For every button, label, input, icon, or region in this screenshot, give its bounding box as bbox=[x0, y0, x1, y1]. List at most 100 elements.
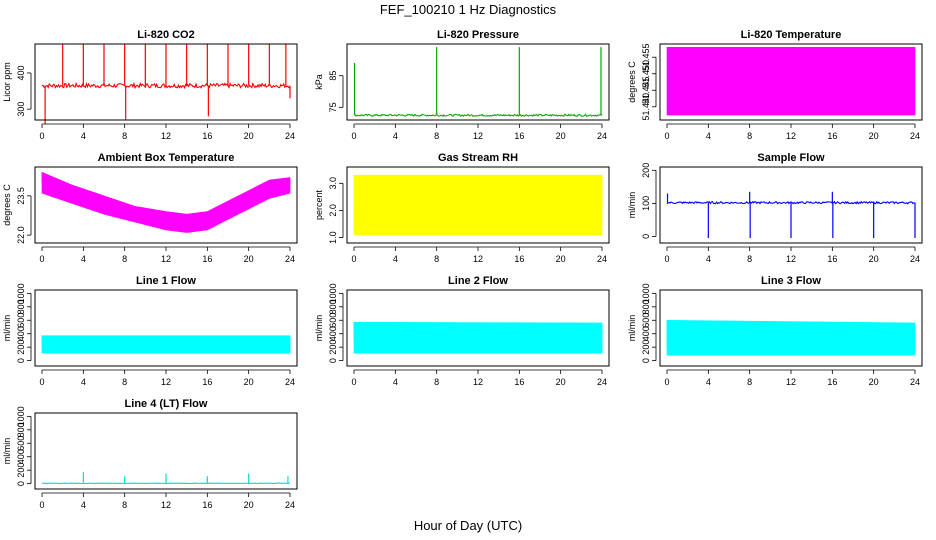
x-tick-label: 24 bbox=[910, 377, 920, 387]
x-tick-label: 16 bbox=[202, 377, 212, 387]
series bbox=[353, 174, 603, 236]
x-tick-label: 4 bbox=[81, 377, 86, 387]
x-tick-label: 0 bbox=[664, 254, 669, 264]
y-axis-label: percent bbox=[314, 189, 324, 220]
x-tick-label: 16 bbox=[514, 377, 524, 387]
x-axis: 0 4 8 12 16 20 24 bbox=[39, 123, 295, 141]
x-tick-label: 24 bbox=[910, 131, 920, 141]
x-axis: 0 4 8 12 16 20 24 bbox=[351, 369, 607, 387]
x-tick-label: 0 bbox=[39, 254, 44, 264]
x-tick-label: 20 bbox=[869, 131, 879, 141]
series bbox=[353, 321, 603, 354]
x-tick-label: 16 bbox=[202, 254, 212, 264]
x-tick-label: 24 bbox=[597, 377, 607, 387]
data-band bbox=[666, 47, 916, 116]
x-tick-label: 8 bbox=[747, 377, 752, 387]
x-tick-label: 16 bbox=[202, 131, 212, 141]
y-axis-label: Licor ppm bbox=[2, 62, 12, 102]
x-axis: 0 4 8 12 16 20 24 bbox=[664, 123, 920, 141]
panel-li820-temp: Li-820 Temperature degrees C 0 4 8 12 16 20 24 51… bbox=[627, 29, 923, 141]
plot-frame bbox=[346, 289, 610, 367]
y-tick-label: 0 bbox=[16, 481, 26, 486]
x-tick-label: 4 bbox=[706, 377, 711, 387]
x-tick-label: 12 bbox=[786, 131, 796, 141]
series bbox=[353, 47, 603, 118]
panel-title: Line 3 Flow bbox=[761, 275, 821, 287]
x-tick-label: 0 bbox=[39, 377, 44, 387]
x-tick-label: 12 bbox=[161, 377, 171, 387]
x-tick-label: 12 bbox=[786, 377, 796, 387]
x-tick-label: 8 bbox=[747, 254, 752, 264]
panel-title: Li-820 Pressure bbox=[437, 29, 519, 41]
panel-line3: Line 3 Flow ml/min 0 4 8 12 16 20 24 0 20040060080… bbox=[627, 275, 923, 387]
x-tick-label: 8 bbox=[122, 254, 127, 264]
y-tick-label: 800 bbox=[641, 299, 651, 314]
x-tick-label: 8 bbox=[122, 377, 127, 387]
data-dropouts bbox=[666, 320, 916, 356]
y-tick-label: 600 bbox=[641, 313, 651, 328]
y-tick-label: 200 bbox=[641, 340, 651, 355]
data-dropouts bbox=[353, 322, 603, 354]
x-tick-label: 16 bbox=[827, 131, 837, 141]
panel-line2: Line 2 Flow ml/min 0 4 8 12 16 20 24 0 20040060080… bbox=[314, 275, 610, 387]
series bbox=[41, 335, 291, 354]
figure-title: FEF_100210 1 Hz Diagnostics bbox=[379, 2, 557, 17]
panel-pressure: Li-820 Pressure kPa 0 4 8 12 16 20 24 75 85 bbox=[314, 29, 610, 141]
y-tick-label: 0 bbox=[16, 358, 26, 363]
x-tick-label: 4 bbox=[81, 500, 86, 510]
y-axis: 300 400 bbox=[16, 65, 32, 117]
y-tick-label: 400 bbox=[641, 326, 651, 341]
y-axis-label: ml/min bbox=[627, 315, 637, 342]
series bbox=[41, 44, 291, 124]
x-tick-label: 4 bbox=[393, 377, 398, 387]
y-tick-label: 200 bbox=[16, 463, 26, 478]
x-tick-label: 20 bbox=[869, 254, 879, 264]
y-tick-label: 3.0 bbox=[328, 177, 338, 190]
plot-frame bbox=[659, 289, 923, 367]
x-tick-label: 16 bbox=[514, 254, 524, 264]
data-dropouts bbox=[41, 335, 291, 354]
y-tick-label: 51.440 bbox=[641, 93, 651, 121]
x-tick-label: 4 bbox=[706, 131, 711, 141]
series bbox=[666, 319, 916, 356]
x-tick-label: 12 bbox=[161, 131, 171, 141]
x-tick-label: 8 bbox=[122, 131, 127, 141]
y-tick-label: 0 bbox=[641, 234, 651, 239]
x-tick-label: 4 bbox=[393, 131, 398, 141]
y-tick-label: 600 bbox=[328, 313, 338, 328]
y-tick-label: 200 bbox=[16, 340, 26, 355]
x-tick-label: 20 bbox=[244, 377, 254, 387]
x-tick-label: 8 bbox=[434, 377, 439, 387]
y-tick-label: 85 bbox=[328, 71, 338, 81]
plot-frame bbox=[659, 43, 923, 121]
x-tick-label: 8 bbox=[122, 500, 127, 510]
x-axis: 0 4 8 12 16 20 24 bbox=[39, 246, 295, 264]
panel-title: Li-820 CO2 bbox=[137, 29, 194, 41]
y-tick-label: 1000 bbox=[16, 283, 26, 303]
y-tick-label: 1000 bbox=[328, 283, 338, 303]
plot-frame bbox=[346, 166, 610, 244]
panel-title: Gas Stream RH bbox=[438, 152, 518, 164]
panel-title: Ambient Box Temperature bbox=[98, 152, 235, 164]
y-axis: 22.0 23.5 bbox=[16, 187, 32, 244]
x-tick-label: 24 bbox=[285, 377, 295, 387]
series bbox=[666, 191, 916, 239]
data-band bbox=[41, 171, 291, 233]
y-axis: 0 100 200 bbox=[641, 163, 657, 239]
x-tick-label: 8 bbox=[434, 254, 439, 264]
x-axis: 0 4 8 12 16 20 24 bbox=[664, 369, 920, 387]
y-tick-label: 22.0 bbox=[16, 226, 26, 244]
y-tick-label: 1.0 bbox=[328, 231, 338, 244]
panel-title: Li-820 Temperature bbox=[741, 29, 842, 41]
x-axis: 0 4 8 12 16 20 24 bbox=[664, 246, 920, 264]
y-tick-label: 800 bbox=[16, 299, 26, 314]
panel-line1: Line 1 Flow ml/min 0 4 8 12 16 20 24 0 20040060080… bbox=[2, 275, 298, 387]
x-tick-label: 20 bbox=[244, 131, 254, 141]
x-tick-label: 24 bbox=[597, 254, 607, 264]
series bbox=[666, 47, 916, 116]
y-tick-label: 300 bbox=[16, 102, 26, 117]
x-tick-label: 20 bbox=[244, 500, 254, 510]
data-line bbox=[666, 200, 916, 205]
x-tick-label: 0 bbox=[39, 500, 44, 510]
